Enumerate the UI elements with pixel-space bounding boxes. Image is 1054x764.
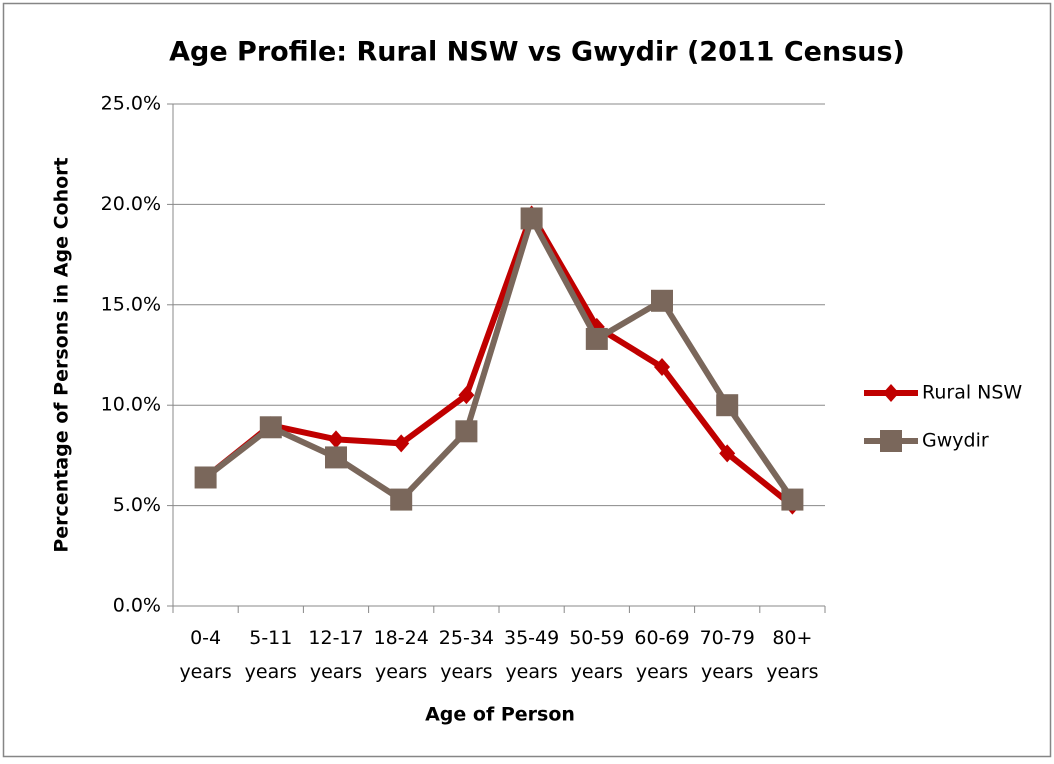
- y-tick-label: 15.0%: [101, 293, 161, 315]
- point-marker: [328, 430, 344, 449]
- point-marker: [455, 420, 478, 443]
- point-marker: [651, 289, 673, 312]
- chart-title: Age Profile: Rural NSW vs Gwydir (2011 C…: [169, 37, 905, 68]
- point-marker: [883, 384, 899, 402]
- point-marker: [716, 394, 739, 417]
- x-tick-label: 60-69 years: [634, 627, 689, 683]
- y-tick-label: 0.0%: [113, 595, 161, 617]
- x-tick-label: 0-4 years: [179, 627, 231, 683]
- x-tick-label: 50-59 years: [569, 627, 624, 683]
- x-tick-label: 5-11 years: [245, 627, 297, 683]
- point-marker: [259, 416, 282, 439]
- x-tick-label: 35-49 years: [504, 627, 559, 683]
- x-tick-label: 80+ years: [766, 627, 818, 683]
- point-marker: [781, 488, 804, 511]
- point-marker: [654, 358, 670, 377]
- point-marker: [390, 488, 413, 511]
- y-tick-label: 20.0%: [101, 193, 161, 215]
- y-tick-label: 25.0%: [101, 93, 161, 115]
- x-tick-label: 18-24 years: [374, 627, 429, 683]
- x-tick-label: 70-79 years: [700, 627, 755, 683]
- point-marker: [520, 207, 543, 230]
- point-marker: [194, 466, 217, 489]
- legend-label: Rural NSW: [922, 382, 1022, 404]
- x-axis-title: Age of Person: [425, 704, 575, 726]
- point-marker: [393, 434, 410, 453]
- point-marker: [585, 327, 608, 350]
- y-tick-label: 5.0%: [113, 494, 161, 516]
- point-marker: [719, 444, 736, 463]
- legend-label: Gwydir: [922, 430, 989, 452]
- point-marker: [458, 386, 475, 405]
- series-line: [203, 211, 795, 508]
- point-marker: [880, 430, 902, 452]
- y-tick-label: 10.0%: [101, 394, 161, 416]
- x-tick-label: 25-34 years: [439, 627, 494, 683]
- series-line: [203, 215, 795, 503]
- y-axis-title: Percentage of Persons in Age Cohort: [51, 157, 73, 552]
- x-tick-label: 12-17 years: [308, 627, 363, 683]
- point-marker: [325, 446, 347, 469]
